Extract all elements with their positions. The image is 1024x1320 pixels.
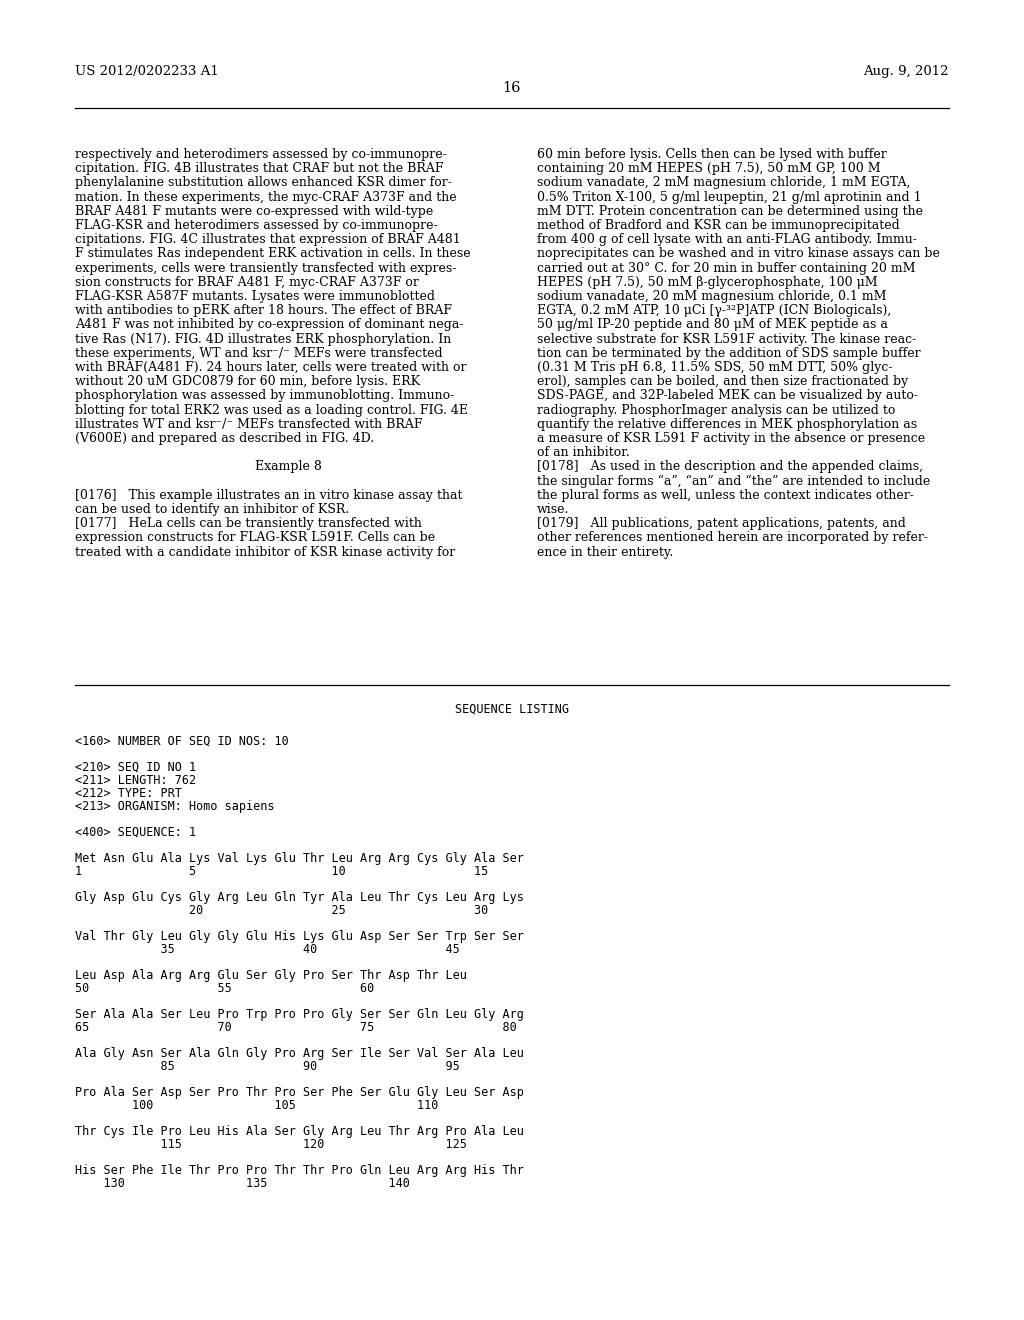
- Text: selective substrate for KSR L591F activity. The kinase reac-: selective substrate for KSR L591F activi…: [537, 333, 916, 346]
- Text: <213> ORGANISM: Homo sapiens: <213> ORGANISM: Homo sapiens: [75, 800, 274, 813]
- Text: radiography. PhosphorImager analysis can be utilized to: radiography. PhosphorImager analysis can…: [537, 404, 895, 417]
- Text: [0177]   HeLa cells can be transiently transfected with: [0177] HeLa cells can be transiently tra…: [75, 517, 422, 531]
- Text: (0.31 M Tris pH 6.8, 11.5% SDS, 50 mM DTT, 50% glyc-: (0.31 M Tris pH 6.8, 11.5% SDS, 50 mM DT…: [537, 360, 893, 374]
- Text: cipitations. FIG. 4C illustrates that expression of BRAF A481: cipitations. FIG. 4C illustrates that ex…: [75, 234, 461, 247]
- Text: ence in their entirety.: ence in their entirety.: [537, 545, 673, 558]
- Text: mM DTT. Protein concentration can be determined using the: mM DTT. Protein concentration can be det…: [537, 205, 923, 218]
- Text: His Ser Phe Ile Thr Pro Pro Thr Thr Pro Gln Leu Arg Arg His Thr: His Ser Phe Ile Thr Pro Pro Thr Thr Pro …: [75, 1164, 524, 1177]
- Text: experiments, cells were transiently transfected with expres-: experiments, cells were transiently tran…: [75, 261, 457, 275]
- Text: <211> LENGTH: 762: <211> LENGTH: 762: [75, 774, 197, 787]
- Text: 60 min before lysis. Cells then can be lysed with buffer: 60 min before lysis. Cells then can be l…: [537, 148, 887, 161]
- Text: 65                  70                  75                  80: 65 70 75 80: [75, 1020, 517, 1034]
- Text: with antibodies to pERK after 18 hours. The effect of BRAF: with antibodies to pERK after 18 hours. …: [75, 304, 452, 317]
- Text: 100                 105                 110: 100 105 110: [75, 1100, 438, 1111]
- Text: 85                  90                  95: 85 90 95: [75, 1060, 460, 1073]
- Text: of an inhibitor.: of an inhibitor.: [537, 446, 630, 459]
- Text: 130                 135                 140: 130 135 140: [75, 1177, 410, 1191]
- Text: sodium vanadate, 20 mM magnesium chloride, 0.1 mM: sodium vanadate, 20 mM magnesium chlorid…: [537, 290, 887, 304]
- Text: Example 8: Example 8: [255, 461, 322, 474]
- Text: Ala Gly Asn Ser Ala Gln Gly Pro Arg Ser Ile Ser Val Ser Ala Leu: Ala Gly Asn Ser Ala Gln Gly Pro Arg Ser …: [75, 1047, 524, 1060]
- Text: Met Asn Glu Ala Lys Val Lys Glu Thr Leu Arg Arg Cys Gly Ala Ser: Met Asn Glu Ala Lys Val Lys Glu Thr Leu …: [75, 851, 524, 865]
- Text: phenylalanine substitution allows enhanced KSR dimer for-: phenylalanine substitution allows enhanc…: [75, 177, 452, 189]
- Text: cipitation. FIG. 4B illustrates that CRAF but not the BRAF: cipitation. FIG. 4B illustrates that CRA…: [75, 162, 443, 176]
- Text: blotting for total ERK2 was used as a loading control. FIG. 4E: blotting for total ERK2 was used as a lo…: [75, 404, 468, 417]
- Text: 0.5% Triton X-100, 5 g/ml leupeptin, 21 g/ml aprotinin and 1: 0.5% Triton X-100, 5 g/ml leupeptin, 21 …: [537, 190, 922, 203]
- Text: Val Thr Gly Leu Gly Gly Glu His Lys Glu Asp Ser Ser Trp Ser Ser: Val Thr Gly Leu Gly Gly Glu His Lys Glu …: [75, 931, 524, 942]
- Text: HEPES (pH 7.5), 50 mM β-glycerophosphate, 100 μM: HEPES (pH 7.5), 50 mM β-glycerophosphate…: [537, 276, 878, 289]
- Text: <400> SEQUENCE: 1: <400> SEQUENCE: 1: [75, 826, 197, 840]
- Text: quantify the relative differences in MEK phosphorylation as: quantify the relative differences in MEK…: [537, 418, 918, 430]
- Text: 20                  25                  30: 20 25 30: [75, 904, 488, 917]
- Text: FLAG-KSR and heterodimers assessed by co-immunopre-: FLAG-KSR and heterodimers assessed by co…: [75, 219, 437, 232]
- Text: (V600E) and prepared as described in FIG. 4D.: (V600E) and prepared as described in FIG…: [75, 432, 374, 445]
- Text: containing 20 mM HEPES (pH 7.5), 50 mM GP, 100 M: containing 20 mM HEPES (pH 7.5), 50 mM G…: [537, 162, 881, 176]
- Text: EGTA, 0.2 mM ATP, 10 μCi [γ-³²P]ATP (ICN Biologicals),: EGTA, 0.2 mM ATP, 10 μCi [γ-³²P]ATP (ICN…: [537, 304, 891, 317]
- Text: Gly Asp Glu Cys Gly Arg Leu Gln Tyr Ala Leu Thr Cys Leu Arg Lys: Gly Asp Glu Cys Gly Arg Leu Gln Tyr Ala …: [75, 891, 524, 904]
- Text: [0179]   All publications, patent applications, patents, and: [0179] All publications, patent applicat…: [537, 517, 906, 531]
- Text: respectively and heterodimers assessed by co-immunopre-: respectively and heterodimers assessed b…: [75, 148, 446, 161]
- Text: <212> TYPE: PRT: <212> TYPE: PRT: [75, 787, 182, 800]
- Text: US 2012/0202233 A1: US 2012/0202233 A1: [75, 65, 219, 78]
- Text: 115                 120                 125: 115 120 125: [75, 1138, 467, 1151]
- Text: 1               5                   10                  15: 1 5 10 15: [75, 865, 488, 878]
- Text: Aug. 9, 2012: Aug. 9, 2012: [863, 65, 949, 78]
- Text: can be used to identify an inhibitor of KSR.: can be used to identify an inhibitor of …: [75, 503, 349, 516]
- Text: other references mentioned herein are incorporated by refer-: other references mentioned herein are in…: [537, 532, 928, 544]
- Text: 50 μg/ml IP-20 peptide and 80 μM of MEK peptide as a: 50 μg/ml IP-20 peptide and 80 μM of MEK …: [537, 318, 888, 331]
- Text: F stimulates Ras independent ERK activation in cells. In these: F stimulates Ras independent ERK activat…: [75, 247, 471, 260]
- Text: with BRAF(A481 F). 24 hours later, cells were treated with or: with BRAF(A481 F). 24 hours later, cells…: [75, 360, 467, 374]
- Text: sion constructs for BRAF A481 F, myc-CRAF A373F or: sion constructs for BRAF A481 F, myc-CRA…: [75, 276, 419, 289]
- Text: 16: 16: [503, 81, 521, 95]
- Text: the singular forms “a”, “an” and “the” are intended to include: the singular forms “a”, “an” and “the” a…: [537, 475, 930, 488]
- Text: FLAG-KSR A587F mutants. Lysates were immunoblotted: FLAG-KSR A587F mutants. Lysates were imm…: [75, 290, 435, 304]
- Text: mation. In these experiments, the myc-CRAF A373F and the: mation. In these experiments, the myc-CR…: [75, 190, 457, 203]
- Text: Leu Asp Ala Arg Arg Glu Ser Gly Pro Ser Thr Asp Thr Leu: Leu Asp Ala Arg Arg Glu Ser Gly Pro Ser …: [75, 969, 467, 982]
- Text: sodium vanadate, 2 mM magnesium chloride, 1 mM EGTA,: sodium vanadate, 2 mM magnesium chloride…: [537, 177, 910, 189]
- Text: erol), samples can be boiled, and then size fractionated by: erol), samples can be boiled, and then s…: [537, 375, 908, 388]
- Text: Thr Cys Ile Pro Leu His Ala Ser Gly Arg Leu Thr Arg Pro Ala Leu: Thr Cys Ile Pro Leu His Ala Ser Gly Arg …: [75, 1125, 524, 1138]
- Text: a measure of KSR L591 F activity in the absence or presence: a measure of KSR L591 F activity in the …: [537, 432, 925, 445]
- Text: wise.: wise.: [537, 503, 569, 516]
- Text: Ser Ala Ala Ser Leu Pro Trp Pro Pro Gly Ser Ser Gln Leu Gly Arg: Ser Ala Ala Ser Leu Pro Trp Pro Pro Gly …: [75, 1008, 524, 1020]
- Text: 35                  40                  45: 35 40 45: [75, 942, 460, 956]
- Text: phosphorylation was assessed by immunoblotting. Immuno-: phosphorylation was assessed by immunobl…: [75, 389, 455, 403]
- Text: the plural forms as well, unless the context indicates other-: the plural forms as well, unless the con…: [537, 488, 913, 502]
- Text: without 20 uM GDC0879 for 60 min, before lysis. ERK: without 20 uM GDC0879 for 60 min, before…: [75, 375, 420, 388]
- Text: Pro Ala Ser Asp Ser Pro Thr Pro Ser Phe Ser Glu Gly Leu Ser Asp: Pro Ala Ser Asp Ser Pro Thr Pro Ser Phe …: [75, 1086, 524, 1100]
- Text: treated with a candidate inhibitor of KSR kinase activity for: treated with a candidate inhibitor of KS…: [75, 545, 456, 558]
- Text: 50                  55                  60: 50 55 60: [75, 982, 374, 995]
- Text: tion can be terminated by the addition of SDS sample buffer: tion can be terminated by the addition o…: [537, 347, 921, 360]
- Text: these experiments, WT and ksr⁻/⁻ MEFs were transfected: these experiments, WT and ksr⁻/⁻ MEFs we…: [75, 347, 442, 360]
- Text: SEQUENCE LISTING: SEQUENCE LISTING: [455, 704, 569, 715]
- Text: BRAF A481 F mutants were co-expressed with wild-type: BRAF A481 F mutants were co-expressed wi…: [75, 205, 433, 218]
- Text: tive Ras (N17). FIG. 4D illustrates ERK phosphorylation. In: tive Ras (N17). FIG. 4D illustrates ERK …: [75, 333, 452, 346]
- Text: <210> SEQ ID NO 1: <210> SEQ ID NO 1: [75, 762, 197, 774]
- Text: carried out at 30° C. for 20 min in buffer containing 20 mM: carried out at 30° C. for 20 min in buff…: [537, 261, 915, 275]
- Text: method of Bradford and KSR can be immunoprecipitated: method of Bradford and KSR can be immuno…: [537, 219, 900, 232]
- Text: illustrates WT and ksr⁻/⁻ MEFs transfected with BRAF: illustrates WT and ksr⁻/⁻ MEFs transfect…: [75, 418, 423, 430]
- Text: noprecipitates can be washed and in vitro kinase assays can be: noprecipitates can be washed and in vitr…: [537, 247, 940, 260]
- Text: SDS-PAGE, and 32P-labeled MEK can be visualized by auto-: SDS-PAGE, and 32P-labeled MEK can be vis…: [537, 389, 918, 403]
- Text: [0176]   This example illustrates an in vitro kinase assay that: [0176] This example illustrates an in vi…: [75, 488, 463, 502]
- Text: from 400 g of cell lysate with an anti-FLAG antibody. Immu-: from 400 g of cell lysate with an anti-F…: [537, 234, 916, 247]
- Text: expression constructs for FLAG-KSR L591F. Cells can be: expression constructs for FLAG-KSR L591F…: [75, 532, 435, 544]
- Text: <160> NUMBER OF SEQ ID NOS: 10: <160> NUMBER OF SEQ ID NOS: 10: [75, 735, 289, 748]
- Text: [0178]   As used in the description and the appended claims,: [0178] As used in the description and th…: [537, 461, 923, 474]
- Text: A481 F was not inhibited by co-expression of dominant nega-: A481 F was not inhibited by co-expressio…: [75, 318, 464, 331]
